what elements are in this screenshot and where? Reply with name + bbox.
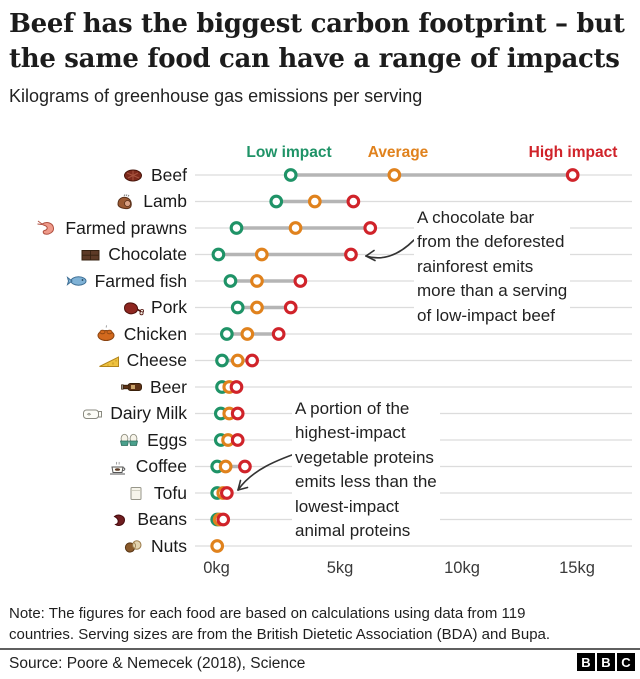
- fish-icon: [65, 272, 89, 290]
- dot-high-pork: [283, 300, 298, 315]
- dot-low-beef: [283, 168, 298, 182]
- food-name: Pork: [151, 297, 187, 317]
- page-title: Beef has the biggest carbon footprint – …: [9, 9, 625, 74]
- food-name: Beans: [137, 509, 187, 529]
- food-name: Chocolate: [108, 244, 187, 264]
- x-axis-tick-15kg: 15kg: [559, 559, 595, 577]
- dot-high-tofu: [219, 486, 234, 500]
- dot-low-chocolate: [211, 247, 226, 262]
- dot-high-farmed-prawns: [363, 221, 378, 235]
- dot-high-beef: [565, 168, 580, 182]
- dot-low-chicken: [219, 327, 234, 341]
- food-name: Beef: [151, 164, 187, 185]
- beans-icon: [107, 511, 131, 529]
- dot-average-beef: [387, 168, 402, 182]
- footer-divider: [0, 648, 640, 650]
- row-label-lamb: Lamb: [113, 190, 187, 214]
- dot-average-lamb: [307, 194, 322, 209]
- row-label-beer: Beer: [120, 375, 187, 399]
- food-name: Tofu: [153, 482, 187, 503]
- food-name: Farmed prawns: [65, 217, 187, 238]
- row-label-beef: Beef: [121, 163, 187, 187]
- cheese-icon: [97, 352, 121, 370]
- legend-low-impact: Low impact: [246, 144, 332, 161]
- footnote: Note: The figures for each food are base…: [9, 605, 551, 643]
- dot-high-eggs: [230, 433, 245, 447]
- dot-high-dairy-milk: [230, 406, 245, 421]
- dot-average-farmed-prawns: [288, 221, 303, 235]
- nuts-icon: [121, 537, 145, 555]
- row-label-coffee: Coffee: [106, 455, 187, 479]
- tofu-icon: [124, 484, 148, 502]
- prawn-icon: [35, 219, 59, 237]
- row-label-dairy-milk: Dairy Milk: [80, 402, 187, 426]
- dot-high-cheese: [245, 353, 259, 368]
- dot-average-chicken: [240, 327, 255, 341]
- pork-icon: [121, 299, 145, 317]
- food-name: Dairy Milk: [110, 403, 187, 423]
- row-label-cheese: Cheese: [97, 349, 187, 373]
- row-label-farmed-prawns: Farmed prawns: [35, 216, 187, 240]
- food-name: Farmed fish: [94, 270, 187, 291]
- eggs-icon: [117, 431, 141, 449]
- x-axis-tick-5kg: 5kg: [326, 559, 354, 577]
- food-name: Eggs: [147, 429, 187, 450]
- legend-high-impact: High impact: [528, 144, 618, 161]
- dot-high-coffee: [238, 459, 252, 474]
- dot-high-beans: [216, 512, 231, 527]
- source-line: Source: Poore & Nemecek (2018), Science: [9, 655, 306, 672]
- row-label-tofu: Tofu: [124, 481, 187, 505]
- lamb-icon: [113, 193, 137, 211]
- food-name: Chicken: [123, 323, 187, 344]
- dot-low-lamb: [269, 194, 284, 209]
- milk-icon: [80, 405, 104, 423]
- dot-average-pork: [250, 300, 264, 315]
- dot-average-coffee: [218, 459, 233, 474]
- row-label-farmed-fish: Farmed fish: [65, 269, 187, 293]
- beer-icon: [120, 378, 144, 396]
- dot-average-farmed-fish: [250, 274, 264, 288]
- bbc-logo-block: B: [597, 653, 615, 671]
- dot-average-chocolate: [254, 247, 269, 262]
- dot-high-beer: [229, 380, 244, 394]
- dot-average-nuts: [210, 539, 225, 553]
- dot-high-lamb: [346, 194, 361, 209]
- annotation-chocolate: A chocolate bar from the deforested rain…: [414, 206, 571, 329]
- dot-average-cheese: [230, 353, 245, 368]
- x-axis-tick-10kg: 10kg: [444, 559, 480, 577]
- dot-low-pork: [230, 300, 245, 315]
- annotation-protein: A portion of the highest-impact vegetabl…: [292, 397, 440, 544]
- annotation-arrow-chocolate: [365, 239, 415, 262]
- x-axis-tick-0kg: 0kg: [203, 559, 230, 577]
- food-name: Beer: [150, 376, 187, 397]
- dot-low-farmed-prawns: [229, 221, 244, 235]
- bbc-logo: B B C: [577, 653, 635, 671]
- dot-high-farmed-fish: [293, 274, 308, 288]
- row-label-chocolate: Chocolate: [78, 243, 187, 267]
- bbc-logo-block: C: [617, 653, 635, 671]
- food-name: Lamb: [143, 191, 187, 211]
- row-label-beans: Beans: [107, 508, 187, 532]
- food-name: Nuts: [151, 535, 187, 556]
- row-label-nuts: Nuts: [121, 534, 187, 558]
- coffee-icon: [106, 458, 130, 476]
- legend-average: Average: [367, 144, 429, 161]
- dot-low-cheese: [215, 353, 229, 368]
- bbc-logo-block: B: [577, 653, 595, 671]
- dot-high-chicken: [271, 327, 286, 341]
- row-label-eggs: Eggs: [117, 428, 187, 452]
- dot-low-farmed-fish: [223, 274, 238, 288]
- chart-subtitle: Kilograms of greenhouse gas emissions pe…: [9, 86, 423, 106]
- chocolate-icon: [78, 246, 102, 264]
- food-name: Coffee: [135, 456, 187, 476]
- row-label-pork: Pork: [121, 296, 187, 320]
- row-label-chicken: Chicken: [94, 322, 187, 346]
- dot-high-chocolate: [344, 247, 358, 262]
- food-name: Cheese: [126, 350, 187, 370]
- beef-icon: [121, 166, 145, 184]
- chicken-icon: [94, 325, 118, 343]
